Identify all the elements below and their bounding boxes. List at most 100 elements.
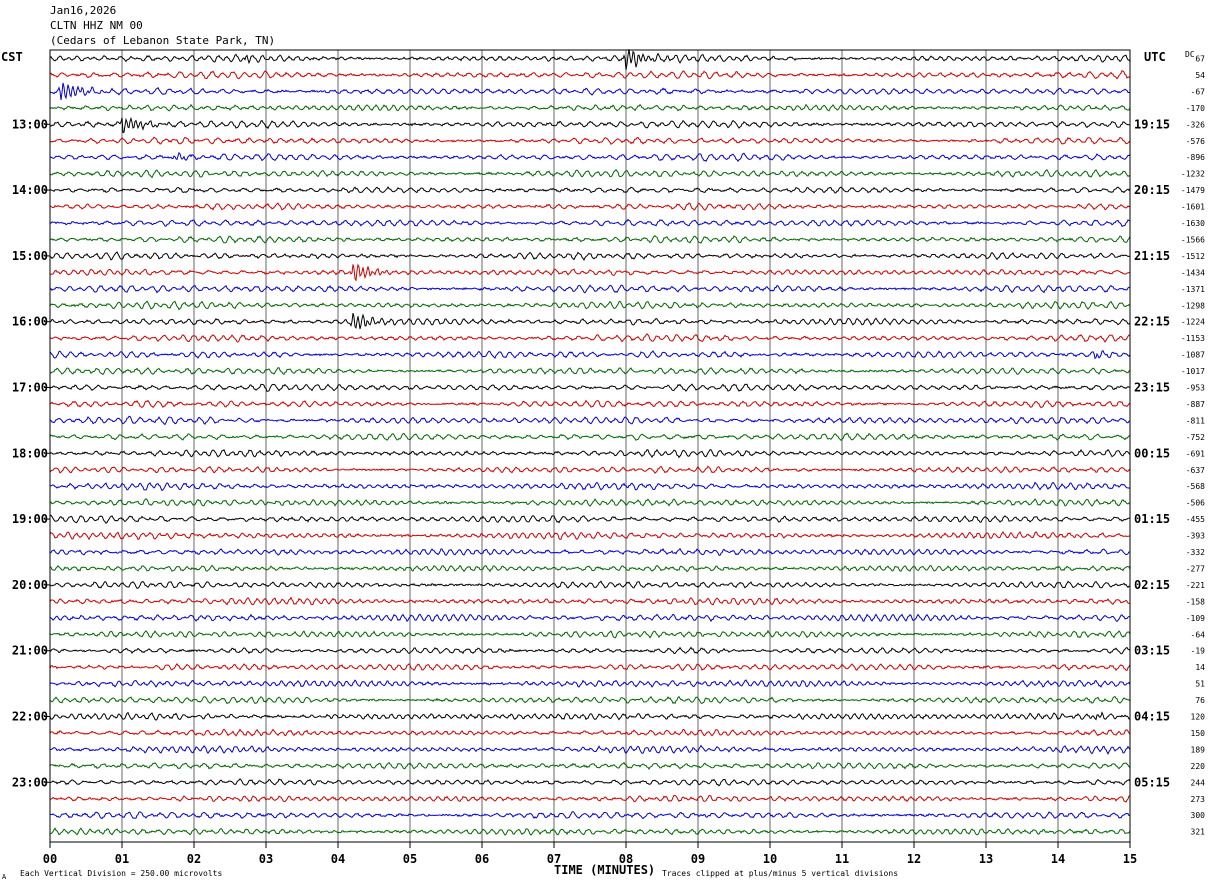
dc-offset-label: -170 [1186,104,1205,113]
dc-offset-label: 321 [1191,828,1206,837]
dc-offset-label: -1224 [1181,318,1205,327]
seismic-trace [49,613,1131,623]
right-hour-label: 20:15 [1134,183,1170,197]
right-hour-label: 19:15 [1134,117,1170,131]
x-tick-label: 08 [619,852,633,866]
x-tick-label: 05 [403,852,417,866]
dc-offset-label: -506 [1186,499,1205,508]
seismic-trace [49,312,1131,330]
dc-offset-label: -576 [1186,137,1205,146]
x-tick-label: 06 [475,852,489,866]
dc-offset-label: 51 [1195,680,1205,689]
seismic-trace [49,679,1131,688]
seismic-trace [49,629,1131,639]
station-location: (Cedars of Lebanon State Park, TN) [50,34,276,47]
dc-offset-label: -332 [1186,548,1205,557]
left-hour-label: 13:00 [12,117,48,131]
seismic-trace [49,136,1131,145]
dc-offset-label: 244 [1191,778,1206,787]
right-hour-label: 03:15 [1134,644,1170,658]
corner-mark: A [2,873,7,881]
seismic-trace [49,70,1131,80]
seismic-trace [49,284,1131,294]
dc-offset-label: -455 [1186,515,1205,524]
x-axis-title: TIME (MINUTES) [554,863,655,877]
x-tick-label: 11 [835,852,849,866]
seismic-trace [49,827,1131,836]
seismic-trace [49,481,1131,492]
dc-offset-label: -811 [1186,416,1205,425]
seismic-trace [50,778,1131,787]
left-hour-label: 20:00 [12,578,48,592]
plot-date: Jan16,2026 [50,4,117,17]
seismic-trace [49,646,1131,655]
dc-offset-label: -637 [1186,466,1205,475]
dc-offset-label: -109 [1186,614,1205,623]
seismic-trace [49,350,1131,360]
right-hour-label: 21:15 [1134,249,1170,263]
dc-offset-label: 76 [1195,696,1205,705]
right-hour-label: 02:15 [1134,578,1170,592]
x-tick-label: 01 [115,852,129,866]
seismic-trace [49,399,1131,409]
dc-offset-label: -1601 [1181,203,1205,212]
x-axis-ticks: 00 01 02 03 04 05 06 07 08 09 10 11 12 13 14 15 [43,842,1137,866]
dc-offset-label: -752 [1186,433,1205,442]
left-hour-label: 22:00 [12,710,48,724]
dc-offset-label: 273 [1191,795,1206,804]
left-hour-label: 21:00 [12,644,48,658]
seismic-trace [49,202,1131,211]
left-timezone-label: CST [1,50,23,64]
right-hour-label: 05:15 [1134,775,1170,789]
x-tick-label: 15 [1123,852,1137,866]
seismic-trace [49,596,1131,606]
dc-offset-label: -691 [1186,449,1205,458]
seismic-trace [49,186,1131,194]
dc-header-label: DC [1185,50,1195,59]
dc-offset-label: -277 [1186,564,1205,573]
right-hour-label: 22:15 [1134,315,1170,329]
seismic-trace [49,580,1131,589]
x-tick-label: 07 [547,852,561,866]
x-tick-label: 02 [187,852,201,866]
seismic-trace [49,151,1131,162]
right-timezone-label: UTC [1144,50,1166,64]
left-hour-label: 19:00 [12,512,48,526]
seismic-trace [49,415,1131,426]
dc-offset-label: 120 [1191,713,1206,722]
x-tick-label: 14 [1051,852,1065,866]
dc-offset-label: 189 [1191,745,1206,754]
dc-offset-label: -887 [1186,400,1205,409]
left-hour-label: 17:00 [12,381,48,395]
seismic-trace [49,263,1131,282]
dc-offset-label: -64 [1191,630,1206,639]
dc-offset-label: -1017 [1181,367,1205,376]
dc-offset-label: 14 [1195,663,1205,672]
seismic-trace [49,383,1131,392]
dc-offset-label: -393 [1186,532,1205,541]
left-hour-label: 23:00 [12,775,48,789]
dc-offset-label: -326 [1186,120,1205,129]
right-hour-label: 23:15 [1134,381,1170,395]
seismic-trace [49,367,1131,376]
seismic-trace [49,300,1131,311]
minute-grid [121,50,1059,842]
seismic-trace [49,663,1131,671]
right-hour-labels: 19:15 20:15 21:15 22:15 23:15 00:15 01:15 02:15… [1134,117,1170,789]
seismic-trace [49,465,1131,474]
right-hour-label: 00:15 [1134,446,1170,460]
dc-offset-label: -158 [1186,597,1205,606]
x-tick-label: 12 [907,852,921,866]
dc-offset-label: 150 [1191,729,1206,738]
x-tick-label: 00 [43,852,57,866]
dc-offset-label: 220 [1191,762,1206,771]
seismic-trace [49,169,1131,179]
seismic-trace [49,103,1131,112]
plot-header: Jan16,2026 CLTN HHZ NM 00 (Cedars of Leb… [50,3,275,48]
left-hour-label: 16:00 [12,315,48,329]
seismic-trace [49,744,1131,755]
plot-frame [49,49,1131,843]
dc-offset-label: -1512 [1181,252,1205,261]
dc-offset-label: -1153 [1181,334,1205,343]
seismic-trace [49,82,1131,101]
